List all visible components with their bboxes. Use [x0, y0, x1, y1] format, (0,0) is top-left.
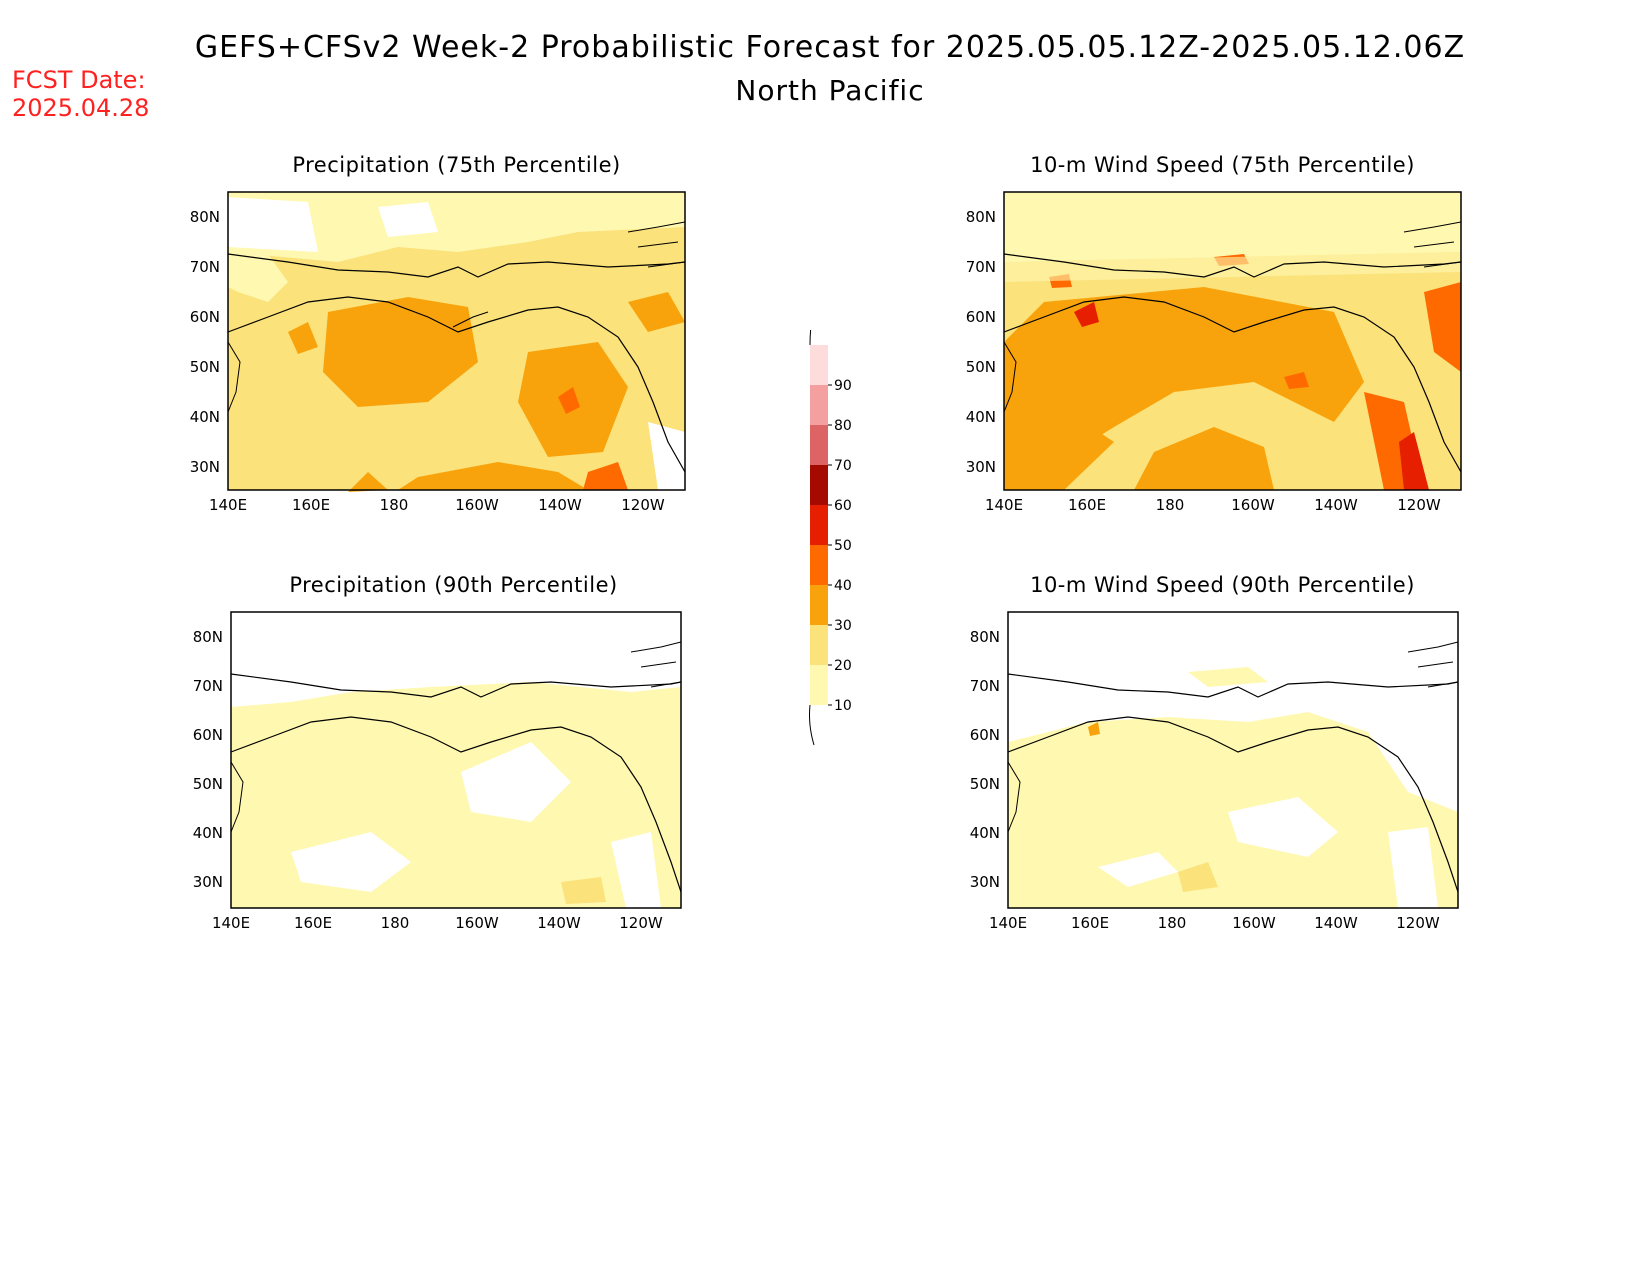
svg-text:140W: 140W: [538, 496, 582, 514]
svg-text:140W: 140W: [1314, 914, 1358, 932]
main-title: GEFS+CFSv2 Week-2 Probabilistic Forecast…: [194, 30, 1466, 65]
svg-text:160E: 160E: [1068, 496, 1106, 514]
svg-text:120W: 120W: [621, 496, 665, 514]
colorbar-swatch: [810, 505, 828, 545]
svg-text:180: 180: [1156, 496, 1185, 514]
panel-title-precip-90: Precipitation (90th Percentile): [289, 573, 618, 597]
lon-axis-labels: 140E 160E 180 160W 140W 120W: [985, 496, 1441, 514]
svg-text:120W: 120W: [619, 914, 663, 932]
colorbar-tick-label: 10: [834, 698, 852, 714]
map-wind-75: 80N 70N 60N 50N 40N 30N 140E 160E 180 16…: [966, 191, 1462, 514]
svg-text:80N: 80N: [970, 628, 1000, 646]
svg-text:50N: 50N: [190, 358, 220, 376]
svg-text:160E: 160E: [1071, 914, 1109, 932]
svg-text:140E: 140E: [985, 496, 1023, 514]
colorbar: 10 20 30 40 50 60 70 80 90: [809, 330, 852, 746]
svg-text:180: 180: [1158, 914, 1187, 932]
colorbar-lower-cap: [809, 704, 815, 746]
svg-text:30N: 30N: [190, 458, 220, 476]
colorbar-tick-label: 50: [834, 538, 852, 554]
svg-text:70N: 70N: [966, 258, 996, 276]
svg-text:160W: 160W: [455, 496, 499, 514]
lon-axis-labels: 140E 160E 180 160W 140W 120W: [989, 914, 1440, 932]
panel-title-wind-90: 10-m Wind Speed (90th Percentile): [1030, 573, 1415, 597]
svg-text:70N: 70N: [193, 677, 223, 695]
svg-text:50N: 50N: [193, 775, 223, 793]
forecast-date-value: 2025.04.28: [12, 94, 150, 122]
svg-text:60N: 60N: [190, 308, 220, 326]
colorbar-tick-label: 80: [834, 418, 852, 434]
colorbar-tick-label: 20: [834, 658, 852, 674]
colorbar-tick-label: 40: [834, 578, 852, 594]
panel-title-wind-75: 10-m Wind Speed (75th Percentile): [1030, 153, 1415, 177]
svg-text:140E: 140E: [989, 914, 1027, 932]
colorbar-swatch: [810, 625, 828, 665]
svg-text:140W: 140W: [1314, 496, 1358, 514]
map-precip-75: 80N 70N 60N 50N 40N 30N 140E 160E 180 16…: [190, 191, 686, 514]
svg-text:180: 180: [380, 496, 409, 514]
lon-axis-labels: 140E 160E 180 160W 140W 120W: [212, 914, 663, 932]
svg-text:30N: 30N: [193, 873, 223, 891]
svg-text:180: 180: [381, 914, 410, 932]
svg-text:160E: 160E: [294, 914, 332, 932]
map-precip-90: 80N 70N 60N 50N 40N 30N 140E 160E 180 16…: [193, 611, 682, 932]
svg-text:70N: 70N: [970, 677, 1000, 695]
colorbar-swatch: [810, 425, 828, 465]
svg-text:50N: 50N: [970, 775, 1000, 793]
map-wind-90: 80N 70N 60N 50N 40N 30N 140E 160E 180 16…: [970, 611, 1459, 932]
colorbar-tick-label: 90: [834, 378, 852, 394]
svg-text:80N: 80N: [190, 208, 220, 226]
colorbar-swatch: [810, 585, 828, 625]
panel-title-precip-75: Precipitation (75th Percentile): [292, 153, 621, 177]
svg-text:120W: 120W: [1397, 496, 1441, 514]
lat-axis-labels: 80N 70N 60N 50N 40N 30N: [970, 628, 1000, 891]
svg-text:160W: 160W: [1231, 496, 1275, 514]
svg-text:70N: 70N: [190, 258, 220, 276]
svg-text:80N: 80N: [966, 208, 996, 226]
svg-text:40N: 40N: [190, 408, 220, 426]
svg-text:140W: 140W: [537, 914, 581, 932]
colorbar-swatch: [810, 345, 828, 385]
lon-axis-labels: 140E 160E 180 160W 140W 120W: [209, 496, 665, 514]
colorbar-swatch: [810, 545, 828, 585]
lat-axis-labels: 80N 70N 60N 50N 40N 30N: [966, 208, 996, 476]
svg-text:60N: 60N: [193, 726, 223, 744]
svg-text:120W: 120W: [1396, 914, 1440, 932]
colorbar-upper-cap: [809, 330, 812, 346]
colorbar-swatch: [810, 385, 828, 425]
svg-text:160E: 160E: [292, 496, 330, 514]
forecast-date-block: FCST Date: 2025.04.28: [12, 66, 149, 122]
svg-text:30N: 30N: [966, 458, 996, 476]
region-subtitle: North Pacific: [735, 74, 925, 107]
forecast-date-label: FCST Date:: [12, 66, 146, 94]
svg-text:60N: 60N: [970, 726, 1000, 744]
colorbar-tick-label: 70: [834, 458, 852, 474]
lat-axis-labels: 80N 70N 60N 50N 40N 30N: [190, 208, 220, 476]
colorbar-tick-label: 30: [834, 618, 852, 634]
colorbar-swatch: [810, 665, 828, 705]
svg-text:60N: 60N: [966, 308, 996, 326]
colorbar-swatch: [810, 465, 828, 505]
svg-text:140E: 140E: [209, 496, 247, 514]
colorbar-swatches: 10 20 30 40 50 60 70 80 90: [809, 330, 852, 746]
svg-text:40N: 40N: [970, 824, 1000, 842]
svg-text:140E: 140E: [212, 914, 250, 932]
svg-text:160W: 160W: [455, 914, 499, 932]
svg-text:50N: 50N: [966, 358, 996, 376]
lat-axis-labels: 80N 70N 60N 50N 40N 30N: [193, 628, 223, 891]
svg-text:30N: 30N: [970, 873, 1000, 891]
svg-text:160W: 160W: [1232, 914, 1276, 932]
colorbar-tick-label: 60: [834, 498, 852, 514]
svg-text:40N: 40N: [193, 824, 223, 842]
svg-text:80N: 80N: [193, 628, 223, 646]
svg-text:40N: 40N: [966, 408, 996, 426]
